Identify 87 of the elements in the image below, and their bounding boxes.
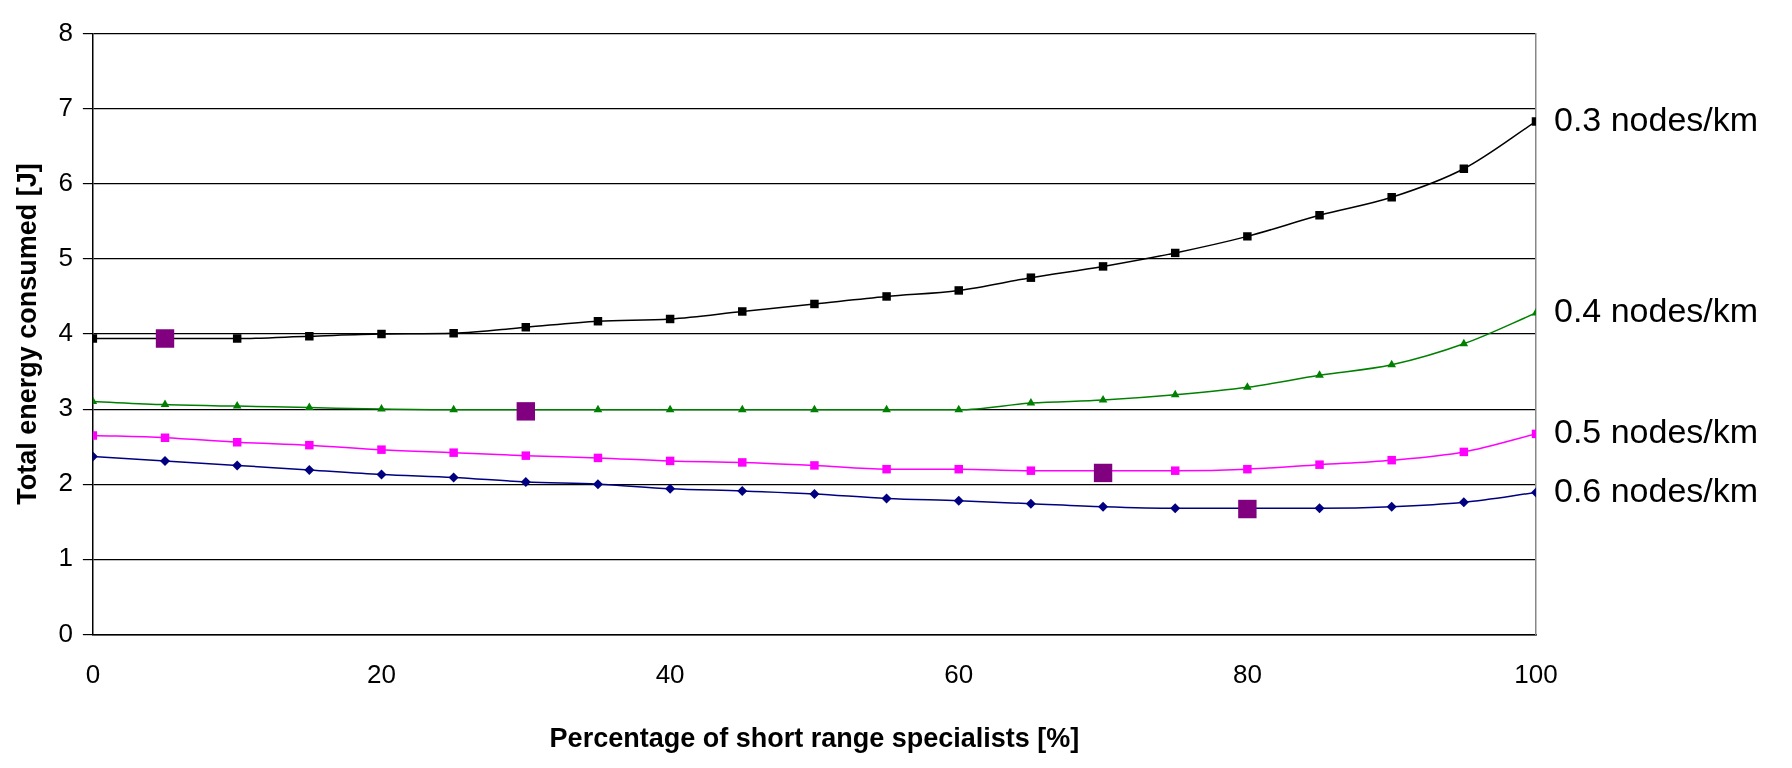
point (449, 448, 458, 457)
point (738, 307, 747, 316)
x-tick-label: 80 (1232, 659, 1262, 690)
point (810, 461, 819, 470)
point (882, 292, 891, 301)
y-tick-label: 6 (58, 166, 73, 197)
point (449, 404, 458, 413)
point (449, 329, 458, 338)
point (160, 455, 171, 466)
point (882, 464, 891, 474)
point (1243, 464, 1252, 474)
y-tick-label: 3 (58, 392, 73, 423)
point (665, 483, 676, 494)
point (155, 329, 175, 348)
point (1387, 193, 1396, 202)
x-tick-label: 60 (944, 659, 974, 690)
point (304, 464, 315, 475)
point (1026, 273, 1036, 282)
point (954, 286, 963, 295)
x-tick-label: 0 (85, 659, 101, 690)
point (1093, 463, 1113, 483)
point (377, 329, 386, 339)
y-axis-title: Total energy consumed [J] (11, 163, 42, 505)
point (448, 472, 459, 483)
y-tick-label: 2 (58, 467, 73, 498)
point (377, 404, 386, 412)
point (232, 460, 243, 471)
series-label: 0.6 nodes/km (1554, 470, 1759, 509)
point (1098, 395, 1108, 403)
point (593, 404, 603, 413)
point (1170, 466, 1180, 475)
series-label: 0.4 nodes/km (1554, 291, 1759, 330)
point (1243, 382, 1252, 390)
point (1387, 455, 1396, 465)
point (1459, 338, 1469, 347)
point (305, 332, 314, 341)
point (1098, 262, 1108, 271)
point (376, 469, 387, 480)
point (1025, 498, 1036, 509)
point (1243, 232, 1252, 241)
point (520, 476, 531, 487)
point (160, 399, 170, 408)
y-tick-label: 4 (58, 317, 73, 348)
point (1386, 501, 1397, 512)
point (1170, 389, 1180, 398)
point (738, 458, 747, 467)
point (737, 485, 748, 496)
point (810, 299, 819, 309)
point (1314, 503, 1325, 514)
point (810, 404, 819, 413)
point (592, 479, 603, 490)
point (954, 404, 964, 413)
point (1387, 359, 1397, 368)
y-tick-label: 5 (58, 242, 73, 273)
point (305, 440, 314, 450)
point (305, 402, 314, 411)
x-tick-label: 40 (655, 659, 685, 690)
point (881, 493, 892, 504)
point (809, 488, 820, 499)
point (1170, 503, 1181, 514)
point (1315, 460, 1324, 469)
point (232, 401, 242, 409)
point (1098, 501, 1109, 512)
y-tick-label: 7 (58, 91, 73, 122)
series-label: 0.3 nodes/km (1554, 99, 1759, 138)
y-tick-label: 8 (58, 16, 73, 47)
point (1315, 211, 1324, 220)
point (1458, 497, 1469, 508)
point (1238, 499, 1257, 519)
point (665, 404, 675, 413)
point (737, 404, 747, 413)
series-label: 0.5 nodes/km (1554, 412, 1759, 451)
point (1026, 398, 1036, 406)
y-tick-label: 0 (58, 617, 73, 648)
x-tick-label: 20 (367, 659, 396, 690)
point (232, 334, 242, 343)
point (1026, 466, 1036, 475)
y-tick-label: 1 (58, 542, 73, 573)
point (882, 404, 891, 413)
point (521, 451, 531, 460)
point (1315, 370, 1324, 378)
point (377, 445, 386, 454)
point (516, 402, 535, 421)
point (160, 433, 170, 442)
x-tick-label: 100 (1514, 659, 1558, 690)
x-axis-title: Percentage of short range specialists [%] (549, 723, 1080, 754)
point (953, 495, 964, 506)
